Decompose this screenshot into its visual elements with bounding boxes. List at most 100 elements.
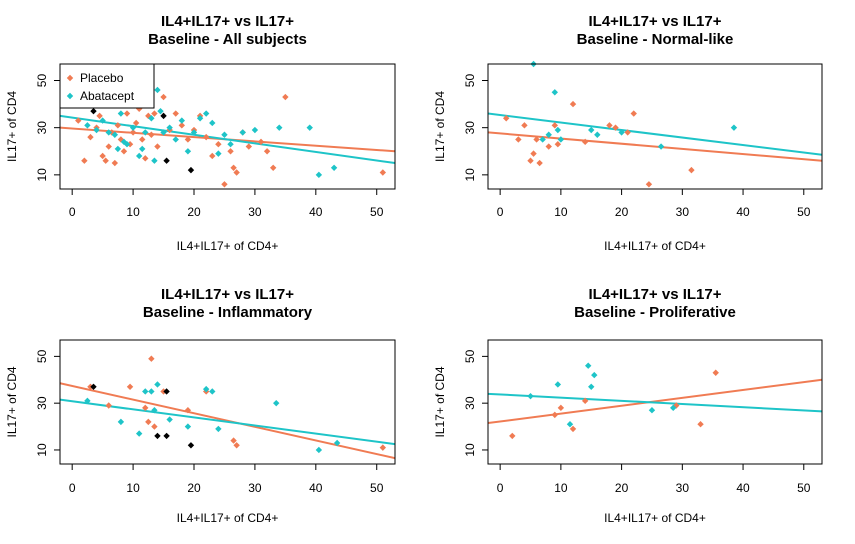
x-tick-label: 40 <box>736 205 750 219</box>
data-point-other <box>187 442 195 449</box>
data-point-abatacept <box>123 140 131 148</box>
chart-subtitle: Baseline - Normal-like <box>577 31 734 48</box>
y-axis-label: IL17+ of CD4 <box>433 366 447 437</box>
data-point-placebo <box>379 169 387 176</box>
data-point-placebo <box>569 100 577 108</box>
data-point-placebo <box>233 169 240 176</box>
data-point-placebo <box>102 157 109 164</box>
x-tick-label: 30 <box>676 205 690 219</box>
data-point-abatacept <box>588 383 595 390</box>
fit-line-placebo <box>488 378 822 425</box>
chart-title: IL4+IL17+ vs IL17+ <box>161 13 294 30</box>
data-point-placebo <box>111 159 119 167</box>
chart-subtitle: Baseline - Inflammatory <box>143 304 313 321</box>
data-point-abatacept <box>117 110 125 117</box>
data-point-abatacept <box>215 425 222 433</box>
data-point-placebo <box>624 129 631 136</box>
data-point-placebo <box>545 143 552 150</box>
data-point-abatacept <box>330 164 338 171</box>
data-point-abatacept <box>670 404 677 412</box>
data-point-abatacept <box>196 115 204 122</box>
data-point-placebo <box>145 418 152 426</box>
data-point-abatacept <box>148 115 155 122</box>
data-point-other <box>154 432 161 440</box>
data-point-abatacept <box>227 140 234 148</box>
data-point-abatacept <box>551 89 558 96</box>
chart-subtitle: Baseline - All subjects <box>148 31 307 48</box>
x-tick-label: 0 <box>497 481 504 495</box>
data-point-abatacept <box>554 381 562 388</box>
legend-label-placebo: Placebo <box>80 71 124 85</box>
x-tick-label: 50 <box>370 481 384 495</box>
data-point-placebo <box>245 143 253 150</box>
data-point-placebo <box>120 148 128 155</box>
data-point-abatacept <box>557 136 565 143</box>
x-tick-label: 30 <box>676 481 690 495</box>
panel-4: IL4+IL17+ vs IL17+Baseline - Proliferati… <box>433 286 823 525</box>
data-point-placebo <box>178 122 186 129</box>
data-point-placebo <box>142 404 149 412</box>
y-axis-label: IL17+ of CD4 <box>5 366 19 437</box>
data-point-placebo <box>530 150 537 157</box>
plot-frame <box>59 339 396 465</box>
data-point-abatacept <box>157 107 164 115</box>
chart-subtitle: Baseline - Proliferative <box>574 304 736 321</box>
data-point-abatacept <box>202 110 210 117</box>
data-point-placebo <box>551 411 558 419</box>
data-point-abatacept <box>172 136 179 143</box>
fit-line-abatacept <box>488 392 822 413</box>
data-point-placebo <box>521 122 528 129</box>
data-point-abatacept <box>209 388 216 395</box>
y-tick-label: 10 <box>463 168 477 182</box>
data-point-placebo <box>129 129 137 136</box>
y-tick-label: 50 <box>35 349 49 363</box>
x-tick-label: 40 <box>736 481 750 495</box>
x-tick-label: 20 <box>187 481 201 495</box>
data-point-placebo <box>154 143 161 150</box>
data-point-placebo <box>536 159 543 167</box>
data-point-abatacept <box>730 124 738 131</box>
data-point-abatacept <box>139 145 146 153</box>
data-point-abatacept <box>151 157 158 164</box>
panel-1: IL4+IL17+ vs IL17+Baseline - All subject… <box>5 13 396 253</box>
data-point-abatacept <box>239 129 246 136</box>
data-point-abatacept <box>84 397 91 405</box>
data-point-placebo <box>233 442 240 449</box>
plot-frame <box>487 63 823 190</box>
data-point-other <box>163 388 170 395</box>
data-point-abatacept <box>142 388 149 395</box>
data-point-abatacept <box>585 362 592 369</box>
x-tick-label: 0 <box>497 205 504 219</box>
data-point-abatacept <box>202 385 210 393</box>
data-point-placebo <box>697 421 704 428</box>
data-point-abatacept <box>251 126 259 134</box>
x-tick-label: 50 <box>797 481 811 495</box>
x-tick-label: 10 <box>554 205 568 219</box>
data-point-placebo <box>379 444 387 451</box>
legend-marker-abatacept <box>66 92 74 100</box>
data-point-abatacept <box>333 439 341 447</box>
data-point-placebo <box>126 383 134 390</box>
data-point-placebo <box>282 93 289 101</box>
x-tick-label: 20 <box>615 205 629 219</box>
fit-line-placebo <box>60 382 395 460</box>
data-point-abatacept <box>190 129 198 136</box>
data-point-abatacept <box>276 124 283 131</box>
x-tick-label: 40 <box>309 205 323 219</box>
x-tick-label: 0 <box>69 481 76 495</box>
data-point-placebo <box>87 133 94 141</box>
data-point-placebo <box>202 133 210 141</box>
data-point-placebo <box>221 181 228 188</box>
x-tick-label: 0 <box>69 205 76 219</box>
data-point-abatacept <box>184 423 192 430</box>
data-point-other <box>90 383 97 390</box>
x-tick-label: 10 <box>126 205 140 219</box>
data-point-placebo <box>712 369 719 376</box>
y-axis-label: IL17+ of CD4 <box>433 91 447 162</box>
data-point-placebo <box>606 122 613 129</box>
x-tick-label: 50 <box>797 205 811 219</box>
x-tick-label: 20 <box>615 481 629 495</box>
data-point-abatacept <box>105 129 112 136</box>
chart-title: IL4+IL17+ vs IL17+ <box>588 286 721 303</box>
data-point-abatacept <box>566 421 574 428</box>
